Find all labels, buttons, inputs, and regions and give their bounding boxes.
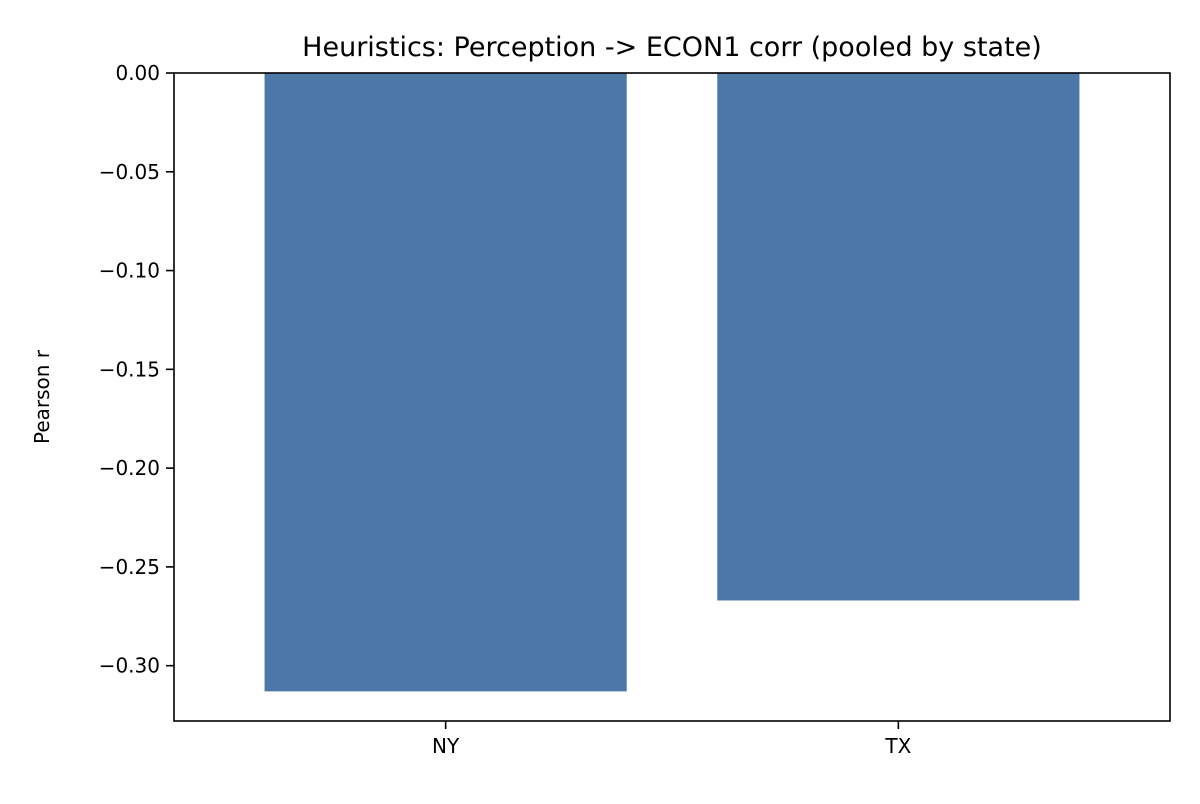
- x-tick-label-tx: TX: [884, 734, 911, 758]
- y-tick-label: −0.25: [99, 555, 160, 579]
- bars-layer: [264, 73, 1080, 692]
- y-tick-label: −0.20: [99, 456, 160, 480]
- x-axis-ticks: NY TX: [432, 721, 912, 758]
- y-tick-label: −0.10: [99, 259, 160, 283]
- x-tick-label-ny: NY: [432, 734, 460, 758]
- y-tick-label: −0.05: [99, 160, 160, 184]
- y-axis-ticks: 0.00 −0.05 −0.10 −0.15 −0.20 −0.25 −0.30: [99, 61, 174, 678]
- y-tick-label: −0.30: [99, 654, 160, 678]
- bar-ny: [264, 73, 627, 692]
- bar-tx: [717, 73, 1080, 601]
- chart-title: Heuristics: Perception -> ECON1 corr (po…: [302, 32, 1042, 63]
- y-axis-label: Pearson r: [30, 349, 54, 444]
- plot-frame: [173, 72, 1171, 722]
- y-tick-label: −0.15: [99, 357, 160, 381]
- y-tick-label: 0.00: [115, 61, 160, 85]
